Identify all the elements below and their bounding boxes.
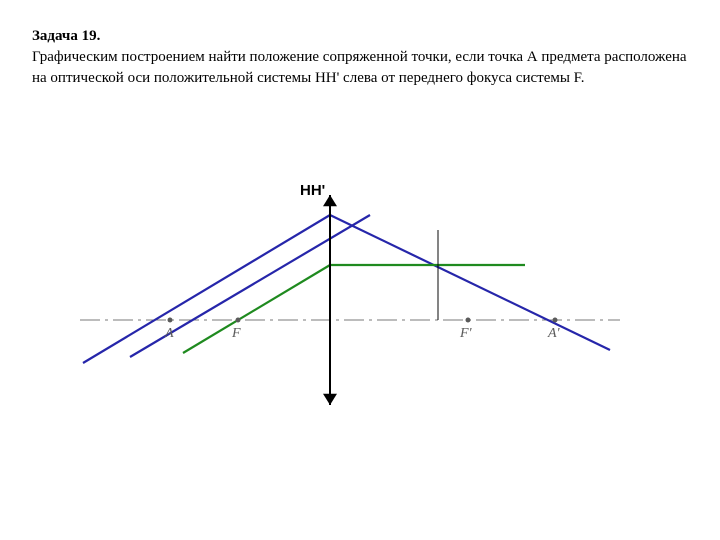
problem-title: Задача 19. <box>32 28 688 45</box>
label-a: A <box>165 326 174 342</box>
problem-header: Задача 19. Графическим построением найти… <box>0 0 720 97</box>
label-hh: HH' <box>300 182 325 199</box>
label-aprime: A' <box>548 326 560 342</box>
problem-description: Графическим построением найти положение … <box>32 47 688 89</box>
label-fprime: F' <box>460 326 472 342</box>
label-f: F <box>232 326 241 342</box>
optics-diagram: HH' A F F' A' <box>0 160 720 440</box>
